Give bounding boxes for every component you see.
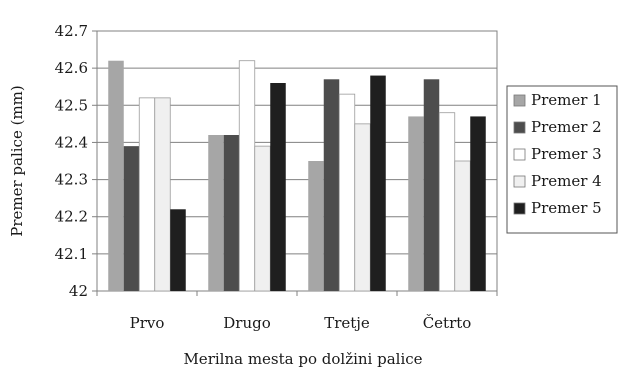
- y-tick-label: 42.6: [55, 59, 88, 77]
- bars: [108, 60, 486, 292]
- bar-premer-2-prvo: [123, 146, 140, 291]
- legend-swatch: [513, 148, 526, 161]
- y-axis-title: Premer palice (mm): [8, 85, 26, 237]
- legend-label: Premer 5: [531, 199, 602, 217]
- bar-premer-4-prvo: [154, 97, 171, 292]
- legend-label: Premer 1: [531, 91, 602, 109]
- legend-label: Premer 2: [531, 118, 602, 136]
- plot-area: Prvo Drugo Tretje Četrto 42 42.1 42.2 42.3 42.4…: [55, 22, 498, 332]
- bar-premer-1-prvo: [108, 60, 124, 291]
- bar-premer-3-četrto: [438, 112, 456, 292]
- legend-label: Premer 3: [531, 145, 602, 163]
- y-tick-label: 42.2: [55, 208, 88, 226]
- legend-swatch: [513, 121, 526, 134]
- x-axis-title: Merilna mesta po dolžini palice: [183, 350, 422, 368]
- bar-premer-3-tretje: [338, 93, 356, 292]
- bar-premer-1-drugo: [208, 135, 224, 291]
- x-category-label: Četrto: [423, 314, 472, 332]
- legend-swatch: [513, 202, 526, 215]
- bar-premer-5-tretje: [370, 75, 386, 291]
- legend-swatch: [513, 94, 526, 107]
- bar-premer-4-drugo: [254, 145, 271, 292]
- y-axis: 42 42.1 42.2 42.3 42.4 42.5 42.6 42.7: [55, 22, 97, 300]
- bar-premer-5-četrto: [470, 116, 486, 291]
- bar-premer-3-drugo: [238, 60, 256, 292]
- bar-premer-1-tretje: [308, 161, 324, 291]
- bar-premer-2-tretje: [323, 79, 340, 292]
- bar-premer-4-četrto: [454, 160, 471, 292]
- x-category-label: Prvo: [130, 314, 165, 332]
- bar-premer-2-četrto: [423, 79, 440, 292]
- bar-premer-3-prvo: [138, 97, 156, 292]
- y-tick-label: 42.7: [55, 22, 88, 40]
- bar-premer-4-tretje: [354, 123, 371, 292]
- y-tick-label: 42.5: [55, 96, 88, 114]
- bar-premer-1-četrto: [408, 116, 424, 291]
- x-category-label: Drugo: [223, 314, 271, 332]
- y-tick-label: 42.1: [55, 245, 88, 263]
- legend: Premer 1 Premer 2 Premer 3 Premer 4 Premer 5: [506, 85, 618, 234]
- bar-premer-5-drugo: [270, 83, 286, 291]
- y-tick-label: 42.3: [55, 171, 88, 189]
- bar-premer-2-drugo: [223, 135, 240, 291]
- x-category-label: Tretje: [324, 314, 370, 332]
- x-axis: Prvo Drugo Tretje Četrto: [96, 291, 498, 332]
- legend-swatch: [513, 175, 526, 188]
- y-tick-label: 42.4: [55, 133, 88, 151]
- legend-label: Premer 4: [531, 172, 602, 190]
- y-tick-label: 42: [69, 282, 88, 300]
- bar-premer-5-prvo: [170, 209, 186, 291]
